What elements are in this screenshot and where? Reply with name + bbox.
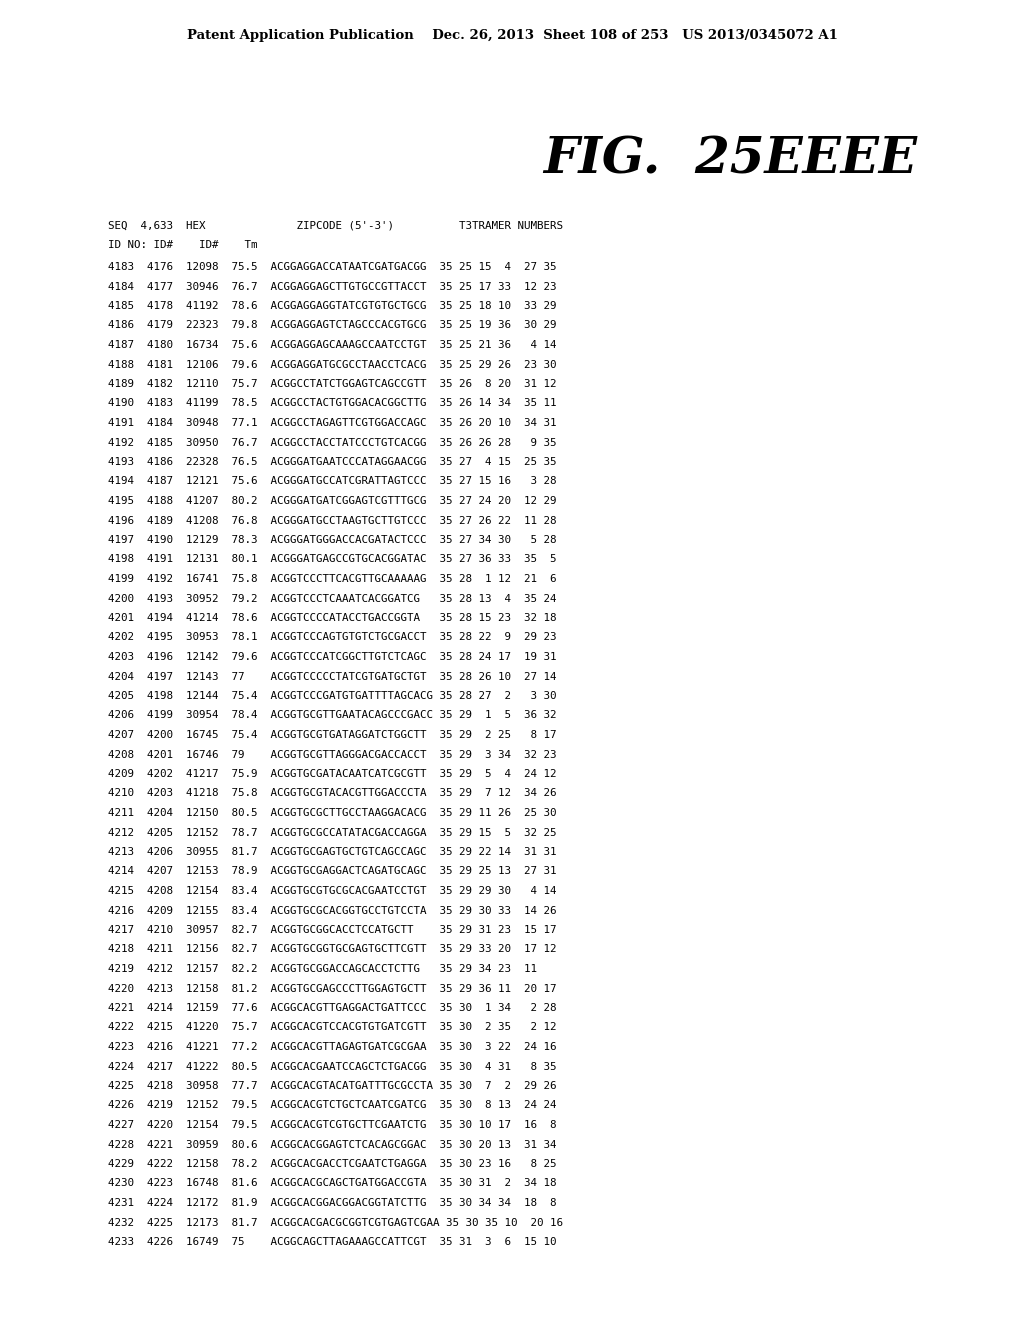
Text: 4230  4223  16748  81.6  ACGGCACGCAGCTGATGGACCGTA  35 30 31  2  34 18: 4230 4223 16748 81.6 ACGGCACGCAGCTGATGGA… [108, 1179, 556, 1188]
Text: 4232  4225  12173  81.7  ACGGCACGACGCGGTCGTGAGTCGAA 35 30 35 10  20 16: 4232 4225 12173 81.7 ACGGCACGACGCGGTCGTG… [108, 1217, 563, 1228]
Text: 4197  4190  12129  78.3  ACGGGATGGGACCACGATACTCCC  35 27 34 30   5 28: 4197 4190 12129 78.3 ACGGGATGGGACCACGATA… [108, 535, 556, 545]
Text: 4228  4221  30959  80.6  ACGGCACGGAGTCTCACAGCGGAC  35 30 20 13  31 34: 4228 4221 30959 80.6 ACGGCACGGAGTCTCACAG… [108, 1139, 556, 1150]
Text: 4196  4189  41208  76.8  ACGGGATGCCTAAGTGCTTGTCCC  35 27 26 22  11 28: 4196 4189 41208 76.8 ACGGGATGCCTAAGTGCTT… [108, 516, 556, 525]
Text: 4217  4210  30957  82.7  ACGGTGCGGCACCTCCATGCTT    35 29 31 23  15 17: 4217 4210 30957 82.7 ACGGTGCGGCACCTCCATG… [108, 925, 556, 935]
Text: 4224  4217  41222  80.5  ACGGCACGAATCCAGCTCTGACGG  35 30  4 31   8 35: 4224 4217 41222 80.5 ACGGCACGAATCCAGCTCT… [108, 1061, 556, 1072]
Text: 4222  4215  41220  75.7  ACGGCACGTCCACGTGTGATCGTT  35 30  2 35   2 12: 4222 4215 41220 75.7 ACGGCACGTCCACGTGTGA… [108, 1023, 556, 1032]
Text: 4195  4188  41207  80.2  ACGGGATGATCGGAGTCGTTTGCG  35 27 24 20  12 29: 4195 4188 41207 80.2 ACGGGATGATCGGAGTCGT… [108, 496, 556, 506]
Text: 4226  4219  12152  79.5  ACGGCACGTCTGCTCAATCGATCG  35 30  8 13  24 24: 4226 4219 12152 79.5 ACGGCACGTCTGCTCAATC… [108, 1101, 556, 1110]
Text: 4201  4194  41214  78.6  ACGGTCCCCATACCTGACCGGTA   35 28 15 23  32 18: 4201 4194 41214 78.6 ACGGTCCCCATACCTGACC… [108, 612, 556, 623]
Text: 4207  4200  16745  75.4  ACGGTGCGTGATAGGATCTGGCTT  35 29  2 25   8 17: 4207 4200 16745 75.4 ACGGTGCGTGATAGGATCT… [108, 730, 556, 741]
Text: 4212  4205  12152  78.7  ACGGTGCGCCATATACGACCAGGA  35 29 15  5  32 25: 4212 4205 12152 78.7 ACGGTGCGCCATATACGAC… [108, 828, 556, 837]
Text: 4219  4212  12157  82.2  ACGGTGCGGACCAGCACCTCTTG   35 29 34 23  11: 4219 4212 12157 82.2 ACGGTGCGGACCAGCACCT… [108, 964, 537, 974]
Text: 4192  4185  30950  76.7  ACGGCCTACCTATCCCTGTCACGG  35 26 26 28   9 35: 4192 4185 30950 76.7 ACGGCCTACCTATCCCTGT… [108, 437, 556, 447]
Text: 4211  4204  12150  80.5  ACGGTGCGCTTGCCTAAGGACACG  35 29 11 26  25 30: 4211 4204 12150 80.5 ACGGTGCGCTTGCCTAAGG… [108, 808, 556, 818]
Text: 4218  4211  12156  82.7  ACGGTGCGGTGCGAGTGCTTCGTT  35 29 33 20  17 12: 4218 4211 12156 82.7 ACGGTGCGGTGCGAGTGCT… [108, 945, 556, 954]
Text: 4190  4183  41199  78.5  ACGGCCTACTGTGGACACGGCTTG  35 26 14 34  35 11: 4190 4183 41199 78.5 ACGGCCTACTGTGGACACG… [108, 399, 556, 408]
Text: 4204  4197  12143  77    ACGGTCCCCCTATCGTGATGCTGT  35 28 26 10  27 14: 4204 4197 12143 77 ACGGTCCCCCTATCGTGATGC… [108, 672, 556, 681]
Text: 4208  4201  16746  79    ACGGTGCGTTAGGGACGACCACCT  35 29  3 34  32 23: 4208 4201 16746 79 ACGGTGCGTTAGGGACGACCA… [108, 750, 556, 759]
Text: SEQ  4,633  HEX              ZIPCODE (5'-3')          T3TRAMER NUMBERS: SEQ 4,633 HEX ZIPCODE (5'-3') T3TRAMER N… [108, 220, 563, 230]
Text: 4200  4193  30952  79.2  ACGGTCCCTCAAATCACGGATCG   35 28 13  4  35 24: 4200 4193 30952 79.2 ACGGTCCCTCAAATCACGG… [108, 594, 556, 603]
Text: 4215  4208  12154  83.4  ACGGTGCGTGCGCACGAATCCTGT  35 29 29 30   4 14: 4215 4208 12154 83.4 ACGGTGCGTGCGCACGAAT… [108, 886, 556, 896]
Text: 4206  4199  30954  78.4  ACGGTGCGTTGAATACAGCCCGACC 35 29  1  5  36 32: 4206 4199 30954 78.4 ACGGTGCGTTGAATACAGC… [108, 710, 556, 721]
Text: 4227  4220  12154  79.5  ACGGCACGTCGTGCTTCGAATCTG  35 30 10 17  16  8: 4227 4220 12154 79.5 ACGGCACGTCGTGCTTCGA… [108, 1119, 556, 1130]
Text: 4225  4218  30958  77.7  ACGGCACGTACATGATTTGCGCCTA 35 30  7  2  29 26: 4225 4218 30958 77.7 ACGGCACGTACATGATTTG… [108, 1081, 556, 1092]
Text: 4191  4184  30948  77.1  ACGGCCTAGAGTTCGTGGACCAGC  35 26 20 10  34 31: 4191 4184 30948 77.1 ACGGCCTAGAGTTCGTGGA… [108, 418, 556, 428]
Text: 4205  4198  12144  75.4  ACGGTCCCGATGTGATTTTAGCACG 35 28 27  2   3 30: 4205 4198 12144 75.4 ACGGTCCCGATGTGATTTT… [108, 690, 556, 701]
Text: 4187  4180  16734  75.6  ACGGAGGAGCAAAGCCAATCCTGT  35 25 21 36   4 14: 4187 4180 16734 75.6 ACGGAGGAGCAAAGCCAAT… [108, 341, 556, 350]
Text: 4213  4206  30955  81.7  ACGGTGCGAGTGCTGTCAGCCAGC  35 29 22 14  31 31: 4213 4206 30955 81.7 ACGGTGCGAGTGCTGTCAG… [108, 847, 556, 857]
Text: 4223  4216  41221  77.2  ACGGCACGTTAGAGTGATCGCGAA  35 30  3 22  24 16: 4223 4216 41221 77.2 ACGGCACGTTAGAGTGATC… [108, 1041, 556, 1052]
Text: 4229  4222  12158  78.2  ACGGCACGACCTCGAATCTGAGGA  35 30 23 16   8 25: 4229 4222 12158 78.2 ACGGCACGACCTCGAATCT… [108, 1159, 556, 1170]
Text: FIG.  25EEEE: FIG. 25EEEE [543, 136, 918, 185]
Text: 4231  4224  12172  81.9  ACGGCACGGACGGACGGTATCTTG  35 30 34 34  18  8: 4231 4224 12172 81.9 ACGGCACGGACGGACGGTA… [108, 1199, 556, 1208]
Text: 4186  4179  22323  79.8  ACGGAGGAGTCTAGCCCACGTGCG  35 25 19 36  30 29: 4186 4179 22323 79.8 ACGGAGGAGTCTAGCCCAC… [108, 321, 556, 330]
Text: 4183  4176  12098  75.5  ACGGAGGACCATAATCGATGACGG  35 25 15  4  27 35: 4183 4176 12098 75.5 ACGGAGGACCATAATCGAT… [108, 261, 556, 272]
Text: 4184  4177  30946  76.7  ACGGAGGAGCTTGTGCCGTTACCT  35 25 17 33  12 23: 4184 4177 30946 76.7 ACGGAGGAGCTTGTGCCGT… [108, 281, 556, 292]
Text: 4199  4192  16741  75.8  ACGGTCCCTTCACGTTGCAAAAAG  35 28  1 12  21  6: 4199 4192 16741 75.8 ACGGTCCCTTCACGTTGCA… [108, 574, 556, 583]
Text: 4189  4182  12110  75.7  ACGGCCTATCTGGAGTCAGCCGTT  35 26  8 20  31 12: 4189 4182 12110 75.7 ACGGCCTATCTGGAGTCAG… [108, 379, 556, 389]
Text: 4198  4191  12131  80.1  ACGGGATGAGCCGTGCACGGATAC  35 27 36 33  35  5: 4198 4191 12131 80.1 ACGGGATGAGCCGTGCACG… [108, 554, 556, 565]
Text: 4216  4209  12155  83.4  ACGGTGCGCACGGTGCCTGTCCTA  35 29 30 33  14 26: 4216 4209 12155 83.4 ACGGTGCGCACGGTGCCTG… [108, 906, 556, 916]
Text: Patent Application Publication    Dec. 26, 2013  Sheet 108 of 253   US 2013/0345: Patent Application Publication Dec. 26, … [186, 29, 838, 41]
Text: 4233  4226  16749  75    ACGGCAGCTTAGAAAGCCATTCGT  35 31  3  6  15 10: 4233 4226 16749 75 ACGGCAGCTTAGAAAGCCATT… [108, 1237, 556, 1247]
Text: 4193  4186  22328  76.5  ACGGGATGAATCCCATAGGAACGG  35 27  4 15  25 35: 4193 4186 22328 76.5 ACGGGATGAATCCCATAGG… [108, 457, 556, 467]
Text: 4209  4202  41217  75.9  ACGGTGCGATACAATCATCGCGTT  35 29  5  4  24 12: 4209 4202 41217 75.9 ACGGTGCGATACAATCATC… [108, 770, 556, 779]
Text: 4220  4213  12158  81.2  ACGGTGCGAGCCCTTGGAGTGCTT  35 29 36 11  20 17: 4220 4213 12158 81.2 ACGGTGCGAGCCCTTGGAG… [108, 983, 556, 994]
Text: 4185  4178  41192  78.6  ACGGAGGAGGTATCGTGTGCTGCG  35 25 18 10  33 29: 4185 4178 41192 78.6 ACGGAGGAGGTATCGTGTG… [108, 301, 556, 312]
Text: 4188  4181  12106  79.6  ACGGAGGATGCGCCTAACCTCACG  35 25 29 26  23 30: 4188 4181 12106 79.6 ACGGAGGATGCGCCTAACC… [108, 359, 556, 370]
Text: 4202  4195  30953  78.1  ACGGTCCCAGTGTGTCTGCGACCT  35 28 22  9  29 23: 4202 4195 30953 78.1 ACGGTCCCAGTGTGTCTGC… [108, 632, 556, 643]
Text: 4221  4214  12159  77.6  ACGGCACGTTGAGGACTGATTCCC  35 30  1 34   2 28: 4221 4214 12159 77.6 ACGGCACGTTGAGGACTGA… [108, 1003, 556, 1012]
Text: ID NO: ID#    ID#    Tm: ID NO: ID# ID# Tm [108, 240, 257, 249]
Text: 4210  4203  41218  75.8  ACGGTGCGTACACGTTGGACCCTA  35 29  7 12  34 26: 4210 4203 41218 75.8 ACGGTGCGTACACGTTGGA… [108, 788, 556, 799]
Text: 4194  4187  12121  75.6  ACGGGATGCCATCGRATTAGTCCC  35 27 15 16   3 28: 4194 4187 12121 75.6 ACGGGATGCCATCGRATTA… [108, 477, 556, 487]
Text: 4203  4196  12142  79.6  ACGGTCCCATCGGCTTGTCTCAGC  35 28 24 17  19 31: 4203 4196 12142 79.6 ACGGTCCCATCGGCTTGTC… [108, 652, 556, 663]
Text: 4214  4207  12153  78.9  ACGGTGCGAGGACTCAGATGCAGC  35 29 25 13  27 31: 4214 4207 12153 78.9 ACGGTGCGAGGACTCAGAT… [108, 866, 556, 876]
